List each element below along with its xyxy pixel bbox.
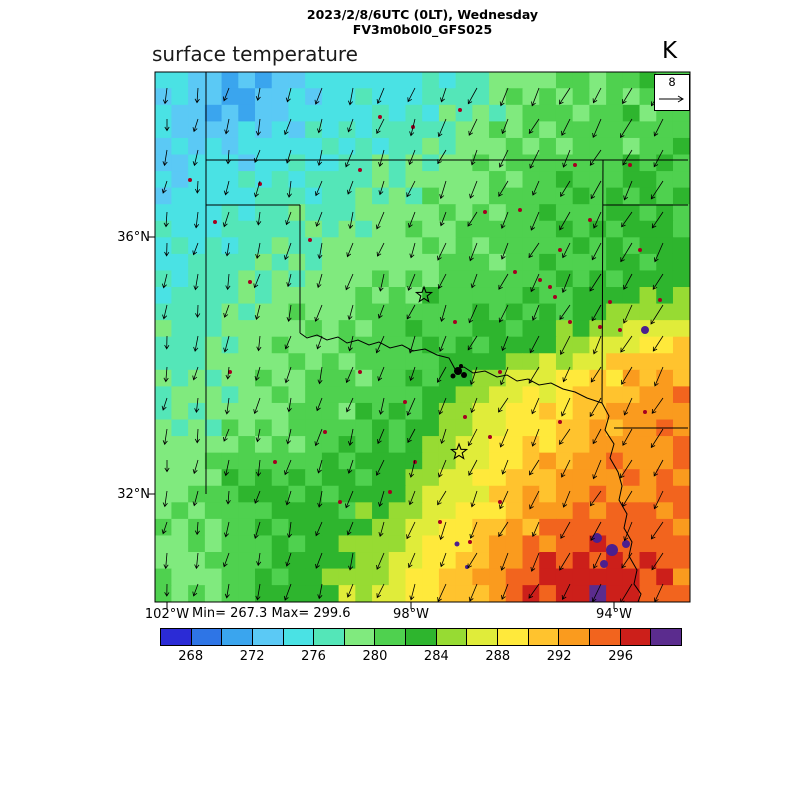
colorbar-cell [283,629,315,645]
units-label: K [662,38,678,64]
lon-tick-label-102w: 102°W [144,607,190,622]
colorbar-cell [344,629,376,645]
colorbar-cell [528,629,560,645]
colorbar-tick-label: 272 [239,649,265,664]
map-frame [154,71,691,603]
colorbar-tick-label: 288 [485,649,511,664]
lon-tick-label-94w: 94°W [596,607,632,622]
city-stars [414,285,469,460]
temperature-field [155,72,690,602]
colorbar-labels: 268 272 276 280 284 288 292 296 [160,649,682,665]
colorbar-tick-label: 280 [362,649,388,664]
colorbar-cell [375,629,407,645]
colorbar-tick-label: 296 [608,649,634,664]
header-model: FV3m0b0l0_GFS025 [352,21,493,37]
colorbar-tick-label: 276 [301,649,326,664]
colorbar-cell [498,629,529,645]
header-datetime: 2023/2/8/6UTC (0LT), Wednesday [306,7,539,22]
colorbar-cell [620,629,652,645]
colorbar-cell [222,629,253,645]
colorbar-cell [651,629,681,645]
colorbar-cell [252,629,284,645]
plot-header: 2023/2/8/6UTC (0LT), Wednesday FV3m0b0l0… [155,7,690,38]
plot-title: surface temperature [152,42,358,66]
colorbar-cell [589,629,621,645]
colorbar-cell [191,629,223,645]
colorbar-tick-label: 268 [178,649,204,664]
lat-tick-label-36n: 36°N [117,230,150,245]
wind-reference-box: 8 [654,74,690,111]
lake-marker [450,364,467,379]
axis-ticks [148,236,615,609]
wind-reference-arrow-icon [659,95,684,103]
colorbar-cell [406,629,437,645]
colorbar-tick-label: 284 [423,649,449,664]
colorbar [160,628,682,646]
colorbar-cell [436,629,468,645]
colorbar-cell [467,629,499,645]
colorbar-cell [161,629,192,645]
colorbar-tick-label: 292 [546,649,572,664]
hotspot-markers [454,326,649,569]
lon-tick-label-98w: 98°W [393,607,429,622]
wind-reference-value: 8 [668,75,676,89]
lat-tick-label-32n: 32°N [117,487,150,502]
wind-arrows [161,87,664,602]
colorbar-cell [314,629,345,645]
minmax-label: Min= 267.3 Max= 299.6 [192,606,351,621]
colorbar-cell [559,629,590,645]
map-layers [155,72,690,602]
